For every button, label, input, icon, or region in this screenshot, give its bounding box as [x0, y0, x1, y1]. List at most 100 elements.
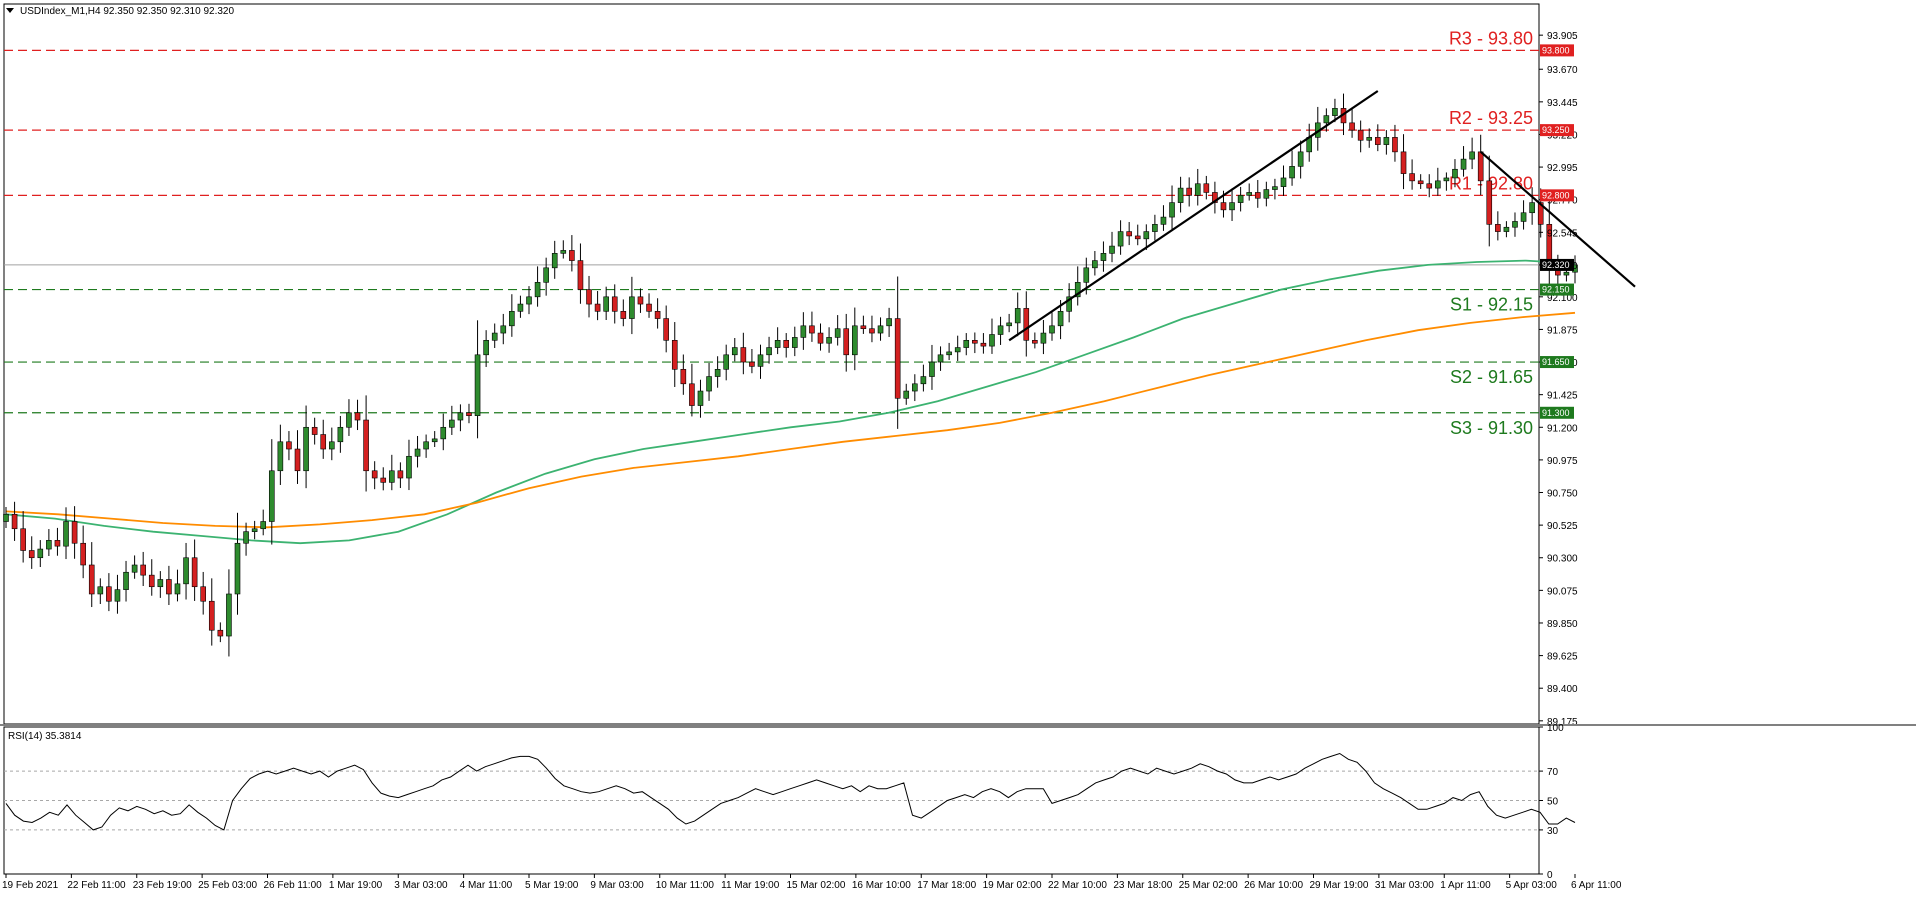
candle-body [997, 325, 1004, 335]
level-price-box-text-s1: 92.150 [1542, 285, 1570, 295]
candle-body [611, 296, 618, 312]
candle [1246, 183, 1252, 201]
candle-body [526, 296, 532, 305]
rsi-title: RSI(14) 35.3814 [8, 731, 82, 742]
candle-body [200, 586, 206, 602]
time-axis-tick-label: 26 Feb 11:00 [264, 880, 323, 891]
candle-body [260, 521, 267, 530]
candle-body [560, 250, 567, 254]
candle [757, 344, 764, 379]
candle-body [1246, 192, 1252, 196]
candle-body [1032, 340, 1038, 344]
candle [1503, 221, 1510, 238]
candle [929, 344, 935, 390]
candle-body [1495, 224, 1501, 232]
candle [1049, 311, 1055, 341]
candle [217, 622, 224, 643]
candle [1023, 291, 1030, 357]
candle-body [843, 328, 850, 356]
candle [543, 257, 549, 296]
candle [740, 332, 747, 375]
candle-body [1323, 115, 1330, 124]
candle [191, 539, 198, 601]
candle [877, 317, 884, 341]
candle-body [371, 470, 378, 479]
candle-body [1477, 151, 1484, 182]
candle [500, 313, 507, 345]
candle [1006, 313, 1012, 333]
candle [457, 404, 464, 432]
candle-body [671, 340, 678, 370]
candle [603, 286, 609, 321]
candle [586, 275, 592, 318]
level-label-r3: R3 - 93.80 [1449, 28, 1533, 48]
time-axis-tick-label: 4 Mar 11:00 [460, 880, 513, 891]
candle-body [980, 342, 987, 347]
candle [834, 315, 841, 346]
candle [131, 555, 138, 579]
level-price-box-s3 [1540, 406, 1574, 419]
candle [526, 286, 532, 315]
candle [852, 307, 858, 371]
candle [406, 439, 412, 491]
candle-body [543, 267, 549, 283]
candle-body [929, 361, 935, 377]
price-axis-tick-label: 89.175 [1547, 717, 1578, 728]
candle-body [509, 311, 515, 327]
candle [1469, 137, 1475, 170]
candle-body [620, 311, 627, 319]
time-axis-tick-label: 17 Mar 18:00 [917, 880, 976, 891]
candle [1186, 177, 1192, 207]
candle-body [28, 550, 35, 559]
candle-body [637, 296, 644, 305]
rsi-axis-tick-label: 0 [1547, 870, 1553, 881]
candle [1520, 200, 1527, 230]
candle [903, 383, 910, 405]
candle [1126, 222, 1132, 246]
candle [534, 266, 541, 307]
candle [1177, 176, 1184, 213]
level-label-s2: S2 - 91.65 [1450, 367, 1533, 387]
candle-body [440, 426, 447, 440]
candle-body [1263, 189, 1270, 199]
candle-body [706, 376, 712, 392]
candle-body [860, 325, 867, 330]
candle [1014, 292, 1021, 337]
candle [363, 395, 369, 492]
candle [1349, 108, 1355, 138]
candle [869, 315, 875, 343]
candle [277, 424, 284, 485]
candle-body [148, 574, 155, 588]
candle-body [114, 589, 121, 602]
candle [560, 240, 567, 259]
time-axis-tick-label: 19 Mar 02:00 [983, 880, 1042, 891]
candle [783, 333, 790, 358]
candle-body [174, 583, 181, 595]
candle [509, 294, 515, 337]
candle [71, 506, 78, 559]
time-axis-tick-label: 6 Apr 11:00 [1571, 880, 1622, 891]
price-axis-tick-label: 90.075 [1547, 586, 1578, 597]
price-axis-tick-label: 90.975 [1547, 456, 1578, 467]
collapse-triangle-icon[interactable] [6, 8, 14, 13]
candle [937, 346, 944, 371]
candle [414, 435, 421, 468]
trendline-uptrend [1008, 90, 1379, 342]
candle-body [1426, 183, 1433, 189]
candle-body [1503, 226, 1510, 232]
candle-body [449, 419, 455, 428]
candle [920, 364, 927, 392]
candle-body [1092, 260, 1098, 269]
candle [1032, 332, 1038, 349]
candle-body [989, 334, 995, 347]
candle-body [800, 325, 807, 338]
candle [1314, 106, 1321, 151]
candle-body [1486, 180, 1493, 225]
candle-body [414, 448, 421, 457]
candle [1426, 174, 1433, 198]
candle-body [11, 513, 18, 530]
candle-body [97, 586, 104, 595]
candle-body [1289, 166, 1295, 179]
price-axis-tick-label: 93.905 [1547, 31, 1578, 42]
candle-body [920, 376, 927, 385]
